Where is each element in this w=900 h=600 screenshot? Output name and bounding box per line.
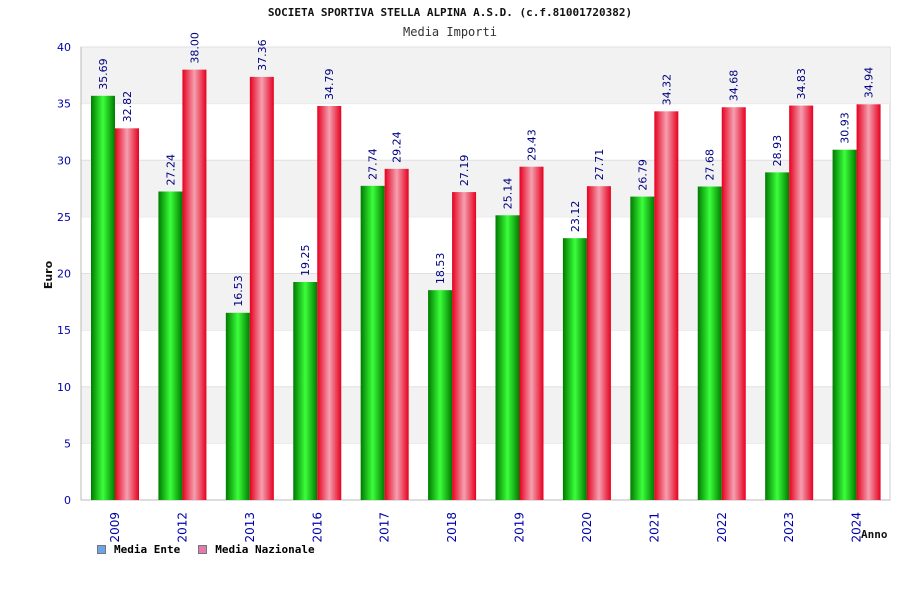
data-label: 28.93 <box>771 135 784 167</box>
y-axis-label: Euro <box>42 260 55 289</box>
bar-media-ente <box>225 312 250 500</box>
bar-media-ente <box>158 191 183 500</box>
grid-band <box>81 160 890 217</box>
data-label: 27.71 <box>593 149 606 181</box>
chart-title: SOCIETA SPORTIVA STELLA ALPINA A.S.D. (c… <box>267 6 633 19</box>
bar-media-ente <box>428 290 453 500</box>
bar-media-ente <box>293 281 318 500</box>
x-tick-label: 2009 <box>108 512 122 543</box>
data-label: 34.94 <box>863 67 876 99</box>
bar-media-nazionale <box>317 106 342 501</box>
grid-band <box>81 47 890 104</box>
data-label: 34.83 <box>795 68 808 100</box>
data-label: 34.32 <box>660 74 673 106</box>
legend-label-media-ente: Media Ente <box>114 543 181 556</box>
x-tick-label: 2021 <box>647 512 661 543</box>
bar-series: 35.69 32.82 27.24 38.00 16.53 37.36 19.25 34.79… <box>91 32 881 501</box>
x-tick-label: 2013 <box>243 512 257 543</box>
bar-media-nazionale <box>789 105 814 501</box>
y-tick-label: 5 <box>64 437 71 450</box>
x-axis-label: Anno <box>861 528 888 541</box>
bar-media-ente <box>697 186 722 501</box>
data-label: 30.93 <box>839 112 852 144</box>
chart-subtitle: Media Importi <box>403 25 497 39</box>
legend-item-media-nazionale: Media Nazionale <box>198 543 315 556</box>
y-tick-label: 0 <box>64 494 71 507</box>
bar-media-nazionale <box>856 104 881 500</box>
plot-background <box>80 46 891 501</box>
x-tick-label: 2012 <box>175 512 189 543</box>
bar-media-nazionale <box>586 186 611 500</box>
bar-media-nazionale <box>249 76 274 500</box>
x-tick-label: 2018 <box>445 512 459 543</box>
y-tick-label: 35 <box>57 98 71 111</box>
bar-media-nazionale <box>115 128 139 500</box>
data-label: 26.79 <box>636 159 649 191</box>
y-tick-label: 15 <box>57 324 71 337</box>
bar-media-ente <box>495 215 520 501</box>
bar-media-nazionale <box>721 107 746 501</box>
data-label: 25.14 <box>502 178 515 210</box>
legend: Media Ente Media Nazionale <box>97 543 315 556</box>
bar-media-nazionale <box>384 168 409 500</box>
bar-media-ente <box>765 172 790 501</box>
bar-media-ente <box>562 238 587 500</box>
x-tick-label: 2020 <box>580 512 594 543</box>
bar-media-ente <box>630 196 655 500</box>
data-label: 27.24 <box>164 154 177 186</box>
bar-media-ente <box>832 149 857 500</box>
data-label: 27.74 <box>367 148 380 180</box>
grid-band <box>81 273 890 331</box>
data-label: 23.12 <box>569 201 582 233</box>
y-tick-label: 20 <box>57 268 71 281</box>
y-tick-label: 30 <box>57 154 71 167</box>
data-label: 35.69 <box>97 58 110 90</box>
y-tick-label: 25 <box>57 211 71 224</box>
data-label: 34.68 <box>728 70 741 102</box>
legend-swatch-media-ente <box>97 545 106 554</box>
bar-media-nazionale <box>182 69 207 501</box>
x-tick-label: 2022 <box>715 512 729 543</box>
bar-media-ente <box>91 95 115 500</box>
legend-label-media-nazionale: Media Nazionale <box>215 543 315 556</box>
bar-media-nazionale <box>452 192 477 501</box>
y-tick-label: 10 <box>57 381 71 394</box>
data-label: 16.53 <box>232 275 245 306</box>
data-label: 29.43 <box>526 129 539 161</box>
data-label: 27.19 <box>458 155 471 187</box>
data-label: 29.24 <box>391 131 404 163</box>
data-label: 34.79 <box>323 69 336 101</box>
grid-band <box>81 386 890 444</box>
y-tick-label: 40 <box>57 41 71 54</box>
x-tick-label: 2016 <box>310 512 324 543</box>
data-label: 18.53 <box>434 253 447 285</box>
x-tick-label: 2023 <box>782 512 796 543</box>
data-label: 37.36 <box>256 39 269 71</box>
data-label: 19.25 <box>299 244 312 276</box>
bar-media-nazionale <box>519 166 544 500</box>
bar-media-ente <box>360 185 385 501</box>
legend-item-media-ente: Media Ente <box>97 543 180 556</box>
x-tick-label: 2017 <box>378 512 392 543</box>
x-tick-label: 2024 <box>850 512 864 543</box>
y-axis: 0 5 10 15 20 25 30 35 40 <box>57 41 71 507</box>
data-label: 32.82 <box>121 91 134 123</box>
data-label: 38.00 <box>188 32 201 64</box>
x-axis: 2009 2012 2013 2016 2017 2018 2019 2020 2021 2022… <box>108 512 864 543</box>
x-tick-label: 2019 <box>513 512 527 543</box>
data-label: 27.68 <box>704 149 717 181</box>
bar-media-nazionale <box>654 111 679 501</box>
legend-swatch-media-nazionale <box>198 545 208 554</box>
